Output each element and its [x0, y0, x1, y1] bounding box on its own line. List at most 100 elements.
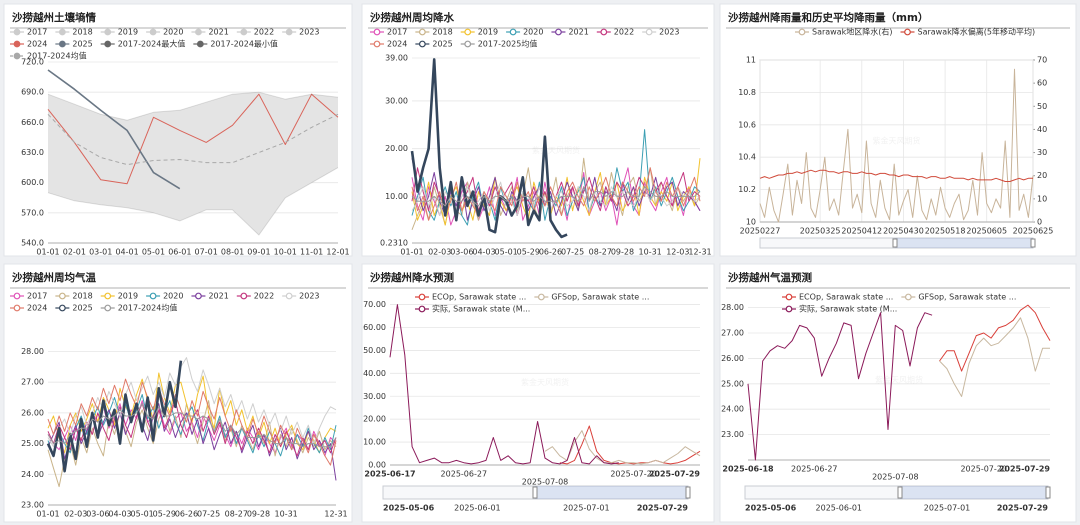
legend-label[interactable]: 2024: [387, 40, 407, 49]
legend-dot[interactable]: [104, 40, 112, 48]
legend-dot[interactable]: [537, 293, 545, 301]
legend-dot[interactable]: [13, 40, 21, 48]
legend-label[interactable]: 实际, Sarawak state (M...: [799, 304, 897, 314]
legend-label[interactable]: 2022: [254, 292, 274, 301]
legend-dot[interactable]: [418, 40, 426, 48]
legend-label[interactable]: 2020: [523, 28, 543, 37]
legend-label[interactable]: 2020: [163, 28, 183, 37]
legend-label[interactable]: 2018: [72, 28, 92, 37]
legend-dot[interactable]: [464, 40, 472, 48]
legend-label[interactable]: 2025: [72, 304, 92, 313]
legend-label[interactable]: 2017: [387, 28, 407, 37]
legend-label[interactable]: 2021: [208, 28, 228, 37]
legend-dot[interactable]: [104, 292, 112, 300]
legend-dot[interactable]: [798, 28, 806, 36]
legend-dot[interactable]: [149, 28, 157, 36]
legend-dot[interactable]: [13, 304, 21, 312]
legend-label[interactable]: GFSop, Sarawak state ...: [551, 293, 649, 302]
zoom-handle[interactable]: [1045, 486, 1051, 499]
legend-label[interactable]: 2021: [568, 28, 588, 37]
y2-tick-label: 0: [1037, 218, 1042, 227]
legend-dot[interactable]: [600, 28, 608, 36]
legend-dot[interactable]: [149, 292, 157, 300]
legend-dot[interactable]: [509, 28, 517, 36]
legend-label[interactable]: 2017-2024均值: [27, 51, 87, 61]
legend-label[interactable]: 2021: [208, 292, 228, 301]
legend-dot[interactable]: [645, 28, 653, 36]
zoom-handle[interactable]: [897, 486, 903, 499]
legend-dot[interactable]: [58, 28, 66, 36]
y-tick-label: 630.0: [21, 148, 44, 157]
zoom-handle[interactable]: [532, 486, 538, 499]
series-line: [47, 378, 337, 466]
legend-label[interactable]: 2017: [27, 28, 47, 37]
legend-dot[interactable]: [195, 28, 202, 36]
legend-dot[interactable]: [418, 305, 426, 313]
zoom-handle[interactable]: [892, 238, 898, 248]
y2-tick-label: 10: [1037, 194, 1047, 203]
legend-dot[interactable]: [373, 40, 381, 48]
legend-dot[interactable]: [555, 28, 562, 36]
legend-label[interactable]: 2024: [27, 304, 47, 313]
legend-label[interactable]: 2022: [614, 28, 634, 37]
legend-dot[interactable]: [58, 304, 66, 312]
legend-label[interactable]: Sarawak降水偏离(5年移动平均): [918, 27, 1036, 37]
zoom-window[interactable]: [895, 238, 1033, 248]
legend-label[interactable]: 2019: [118, 28, 138, 37]
legend-dot[interactable]: [373, 28, 381, 36]
legend-label[interactable]: 2024: [27, 40, 47, 49]
legend-label[interactable]: 2022: [254, 28, 274, 37]
legend-dot[interactable]: [904, 293, 912, 301]
legend-dot[interactable]: [58, 40, 66, 48]
legend-dot[interactable]: [418, 293, 426, 301]
legend-label[interactable]: 2025: [72, 40, 92, 49]
legend-dot[interactable]: [285, 28, 293, 36]
legend-dot[interactable]: [285, 292, 293, 300]
zoom-window[interactable]: [535, 486, 688, 499]
y-tick-label: 23.00: [21, 501, 44, 510]
zoom-handle[interactable]: [685, 486, 691, 499]
legend-label[interactable]: 2018: [432, 28, 452, 37]
chart-title: 沙捞越州周均降水: [370, 11, 454, 24]
legend-label[interactable]: 实际, Sarawak state (M...: [432, 304, 530, 314]
legend-label[interactable]: 2025: [432, 40, 452, 49]
zoom-label: 2025-07-29: [997, 504, 1049, 513]
legend-dot[interactable]: [240, 28, 248, 36]
legend-label[interactable]: 2020: [163, 292, 183, 301]
legend-label[interactable]: 2023: [299, 28, 319, 37]
legend-label[interactable]: 2017-2024最小值: [210, 39, 278, 49]
legend-dot[interactable]: [13, 52, 21, 60]
legend-dot[interactable]: [240, 292, 248, 300]
legend-label[interactable]: 2023: [299, 292, 319, 301]
legend-label[interactable]: 2017-2024均值: [118, 303, 178, 313]
legend-label[interactable]: 2017-2025均值: [478, 39, 538, 49]
legend-dot[interactable]: [104, 304, 112, 312]
legend-dot[interactable]: [58, 292, 66, 300]
legend-label[interactable]: 2019: [478, 28, 498, 37]
legend-label[interactable]: GFSop, Sarawak state ...: [918, 293, 1016, 302]
legend-dot[interactable]: [195, 292, 202, 300]
legend-dot[interactable]: [418, 28, 426, 36]
legend-dot[interactable]: [104, 28, 112, 36]
legend-dot[interactable]: [13, 28, 21, 36]
legend-label[interactable]: Sarawak地区降水(右): [812, 27, 893, 37]
legend-dot[interactable]: [785, 305, 793, 313]
legend-label[interactable]: 2017-2024最大值: [118, 39, 186, 49]
legend-dot[interactable]: [785, 293, 793, 301]
legend-label[interactable]: 2019: [118, 292, 138, 301]
band-edge: [47, 91, 339, 121]
legend-label[interactable]: 2018: [72, 292, 92, 301]
legend-dot[interactable]: [13, 292, 21, 300]
legend-dot[interactable]: [904, 28, 911, 36]
legend-label[interactable]: ECOp, Sarawak state ...: [432, 293, 526, 302]
zoom-handle[interactable]: [1030, 238, 1036, 248]
x-tick-label: 12-03: [666, 248, 689, 257]
zoom-window[interactable]: [900, 486, 1048, 499]
zoom-label: 2025-07-01: [563, 504, 610, 513]
legend-dot[interactable]: [196, 40, 204, 48]
legend-dot[interactable]: [464, 28, 472, 36]
legend-label[interactable]: ECOp, Sarawak state ...: [799, 293, 893, 302]
panel: [719, 263, 1077, 523]
legend-label[interactable]: 2023: [659, 28, 679, 37]
legend-label[interactable]: 2017: [27, 292, 47, 301]
